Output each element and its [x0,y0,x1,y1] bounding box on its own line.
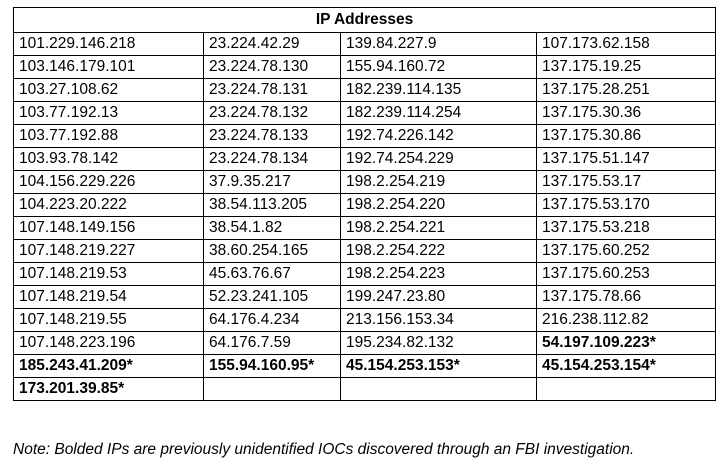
table-row: 107.148.223.196 64.176.7.59 195.234.82.132… [13,331,717,355]
ip-address-cell: 137.175.30.86 [535,124,717,148]
ip-address-cell: 23.224.42.29 [203,32,341,56]
ip-address-cell: 137.175.30.36 [535,101,717,125]
ip-address-cell: 38.60.254.165 [203,239,341,263]
ip-address-cell: 198.2.254.221 [340,216,537,240]
ip-address-cell: 185.243.41.209* [13,354,204,378]
ip-address-cell: 195.234.82.132 [340,331,537,355]
ip-address-cell: 173.201.39.85* [13,377,204,401]
table-header-row: IP Addresses [12,7,717,33]
ip-address-cell: 107.148.219.227 [13,239,204,263]
ip-address-cell: 139.84.227.9 [340,32,537,56]
ip-address-cell: 192.74.226.142 [340,124,537,148]
ip-address-cell: 107.173.62.158 [535,32,717,56]
ip-address-cell: 107.148.219.53 [13,262,204,286]
ip-address-cell: 137.175.19.25 [535,55,717,79]
ip-address-cell: 137.175.28.251 [535,78,717,102]
table-row: 185.243.41.209* 155.94.160.95* 45.154.253.… [13,354,717,378]
ip-addresses-table: IP Addresses 101.229.146.218 23.224.42.29… [12,7,717,401]
table-row: 173.201.39.85* [13,377,717,401]
ip-address-cell [203,377,341,401]
ip-address-cell: 64.176.4.234 [203,308,341,332]
ip-address-cell: 107.148.219.55 [13,308,204,332]
ip-address-cell: 23.224.78.134 [203,147,341,171]
ip-address-cell: 155.94.160.72 [340,55,537,79]
ip-address-cell: 101.229.146.218 [13,32,204,56]
ip-address-cell: 137.175.53.170 [535,193,717,217]
table-title: IP Addresses [12,7,717,33]
ip-address-cell: 52.23.241.105 [203,285,341,309]
ip-address-cell: 192.74.254.229 [340,147,537,171]
ip-address-cell: 198.2.254.223 [340,262,537,286]
ip-address-cell: 182.239.114.254 [340,101,537,125]
ip-address-cell: 45.154.253.153* [340,354,537,378]
ip-address-cell: 103.77.192.13 [13,101,204,125]
ip-address-cell: 216.238.112.82 [535,308,717,332]
table-row: 103.77.192.88 23.224.78.133 192.74.226.142… [13,124,717,148]
ip-address-cell: 107.148.223.196 [13,331,204,355]
ip-address-cell [535,377,717,401]
table-note: Note: Bolded IPs are previously unidenti… [13,441,635,458]
table-row: 103.146.179.101 23.224.78.130 155.94.160.7… [13,55,717,79]
ip-address-cell: 137.175.53.218 [535,216,717,240]
ip-address-cell: 45.154.253.154* [535,354,717,378]
ip-address-cell [340,377,537,401]
ip-address-cell: 23.224.78.131 [203,78,341,102]
table-row: 103.93.78.142 23.224.78.134 192.74.254.229… [13,147,717,171]
ip-address-cell: 103.93.78.142 [13,147,204,171]
ip-address-cell: 198.2.254.220 [340,193,537,217]
ip-address-cell: 198.2.254.222 [340,239,537,263]
table-row: 103.27.108.62 23.224.78.131 182.239.114.13… [13,78,717,102]
ip-address-cell: 23.224.78.130 [203,55,341,79]
table-row: 107.148.219.55 64.176.4.234 213.156.153.34… [13,308,717,332]
ip-address-cell: 38.54.113.205 [203,193,341,217]
ip-address-cell: 137.175.60.252 [535,239,717,263]
ip-address-cell: 103.27.108.62 [13,78,204,102]
table-row: 101.229.146.218 23.224.42.29 139.84.227.9 1… [13,32,717,56]
ip-address-cell: 137.175.78.66 [535,285,717,309]
ip-address-cell: 64.176.7.59 [203,331,341,355]
ip-address-cell: 54.197.109.223* [535,331,717,355]
ip-address-cell: 107.148.149.156 [13,216,204,240]
ip-address-cell: 155.94.160.95* [203,354,341,378]
ip-address-cell: 104.156.229.226 [13,170,204,194]
table-row: 104.156.229.226 37.9.35.217 198.2.254.219 1… [13,170,717,194]
table-row: 103.77.192.13 23.224.78.132 182.239.114.25… [13,101,717,125]
ip-address-cell: 107.148.219.54 [13,285,204,309]
ip-address-cell: 103.77.192.88 [13,124,204,148]
ip-address-cell: 23.224.78.132 [203,101,341,125]
ip-address-cell: 137.175.53.17 [535,170,717,194]
table-row: 107.148.149.156 38.54.1.82 198.2.254.221 13… [13,216,717,240]
ip-address-cell: 38.54.1.82 [203,216,341,240]
ip-address-cell: 45.63.76.67 [203,262,341,286]
ip-address-cell: 104.223.20.222 [13,193,204,217]
table-row: 107.148.219.54 52.23.241.105 199.247.23.80… [13,285,717,309]
table-row: 107.148.219.227 38.60.254.165 198.2.254.22… [13,239,717,263]
ip-address-cell: 137.175.60.253 [535,262,717,286]
ip-address-cell: 199.247.23.80 [340,285,537,309]
ip-address-cell: 137.175.51.147 [535,147,717,171]
ip-address-cell: 37.9.35.217 [203,170,341,194]
table-row: 107.148.219.53 45.63.76.67 198.2.254.223 13… [13,262,717,286]
ip-table-container: IP Addresses 101.229.146.218 23.224.42.29… [12,7,717,401]
ip-address-cell: 182.239.114.135 [340,78,537,102]
ip-address-cell: 213.156.153.34 [340,308,537,332]
ip-address-cell: 23.224.78.133 [203,124,341,148]
ip-address-cell: 103.146.179.101 [13,55,204,79]
table-row: 104.223.20.222 38.54.113.205 198.2.254.220… [13,193,717,217]
table-body: 101.229.146.218 23.224.42.29 139.84.227.9 1… [13,32,717,401]
ip-address-cell: 198.2.254.219 [340,170,537,194]
